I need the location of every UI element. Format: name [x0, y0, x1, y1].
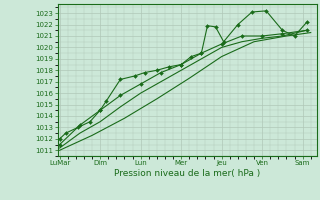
X-axis label: Pression niveau de la mer( hPa ): Pression niveau de la mer( hPa )	[114, 169, 260, 178]
